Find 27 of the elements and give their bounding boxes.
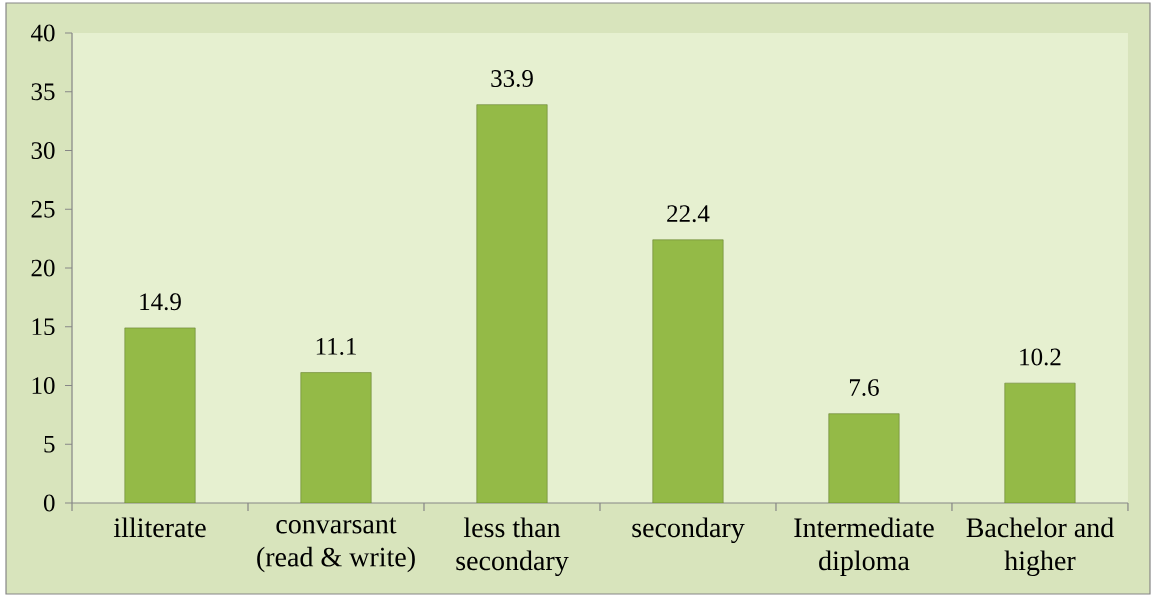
y-tick-label: 30 <box>31 142 55 159</box>
y-tick-label: 35 <box>31 83 55 101</box>
bar <box>1004 382 1076 503</box>
bar <box>828 413 900 503</box>
y-tick-label: 40 <box>30 24 55 42</box>
y-tick-label: 0 <box>43 494 55 512</box>
bar <box>300 372 372 503</box>
x-tick-label: Intermediate diploma <box>794 517 934 576</box>
y-tick-label: 25 <box>31 200 55 218</box>
data-label: 33.9 <box>491 70 533 88</box>
y-tick-label: 5 <box>44 435 55 453</box>
data-label: 7.6 <box>849 379 879 397</box>
x-tick-label: secondary <box>632 517 745 543</box>
data-label: 11.1 <box>316 338 356 355</box>
x-tick-label: illiterate <box>113 517 206 538</box>
x-tick-label: convarsant (read & write) <box>257 517 415 573</box>
x-tick-label: Bachelor and higher <box>966 517 1114 576</box>
y-tick-label: 15 <box>32 318 55 336</box>
bar <box>124 327 196 503</box>
data-label: 22.4 <box>667 205 710 223</box>
bar <box>476 104 548 503</box>
y-tick-label: 20 <box>31 259 55 277</box>
x-tick-label: less than secondary <box>456 517 569 576</box>
data-label: 10.2 <box>1020 348 1061 366</box>
y-tick-label: 10 <box>32 377 55 394</box>
bar <box>652 239 724 503</box>
data-label: 14.9 <box>140 293 181 311</box>
